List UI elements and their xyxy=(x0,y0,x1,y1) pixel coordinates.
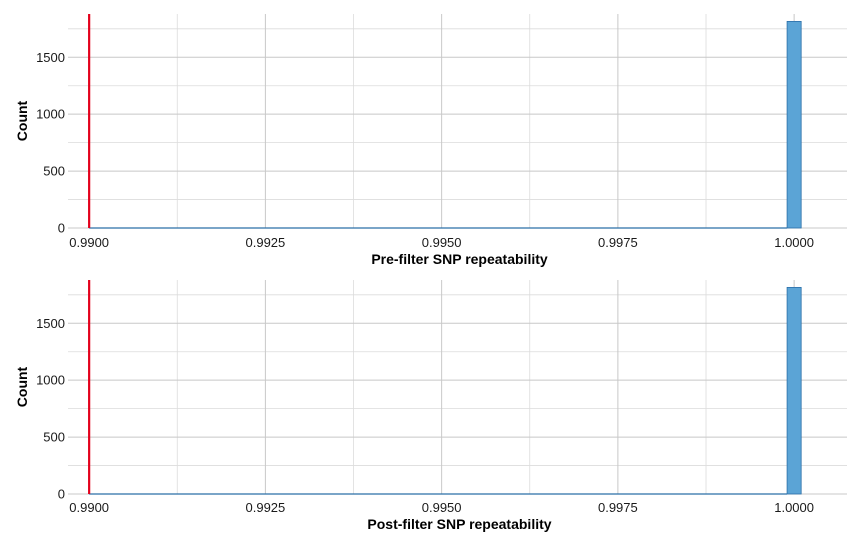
panel-1-y-axis-title: Count xyxy=(14,100,30,141)
panel-2-x-tick-label: 0.9975 xyxy=(598,500,638,515)
panel-1-x-tick-label: 0.9900 xyxy=(69,235,109,250)
panel-2-x-axis-title: Post-filter SNP repeatability xyxy=(367,516,551,532)
panel-1-y-tick-label: 1500 xyxy=(36,50,65,65)
panel-1-chart: 0.9900 0.9925 0.9950 0.9975 1.0000 0 500 1000 15… xyxy=(14,14,847,267)
panel-1-x-tick-label: 0.9950 xyxy=(422,235,462,250)
panel-2-x-tick-label: 0.9925 xyxy=(246,500,286,515)
panel-1-histogram-bar xyxy=(786,20,802,229)
panel-1-x-tick-label: 1.0000 xyxy=(774,235,814,250)
panel-2-chart: 0.9900 0.9925 0.9950 0.9975 1.0000 0 500 1000 15… xyxy=(14,280,847,532)
panel-1-y-tick-label: 500 xyxy=(43,164,65,179)
panel-2-histogram-bar xyxy=(786,286,802,495)
panel-1-x-tick-label: 0.9925 xyxy=(246,235,286,250)
panel-1-y-tick-label: 0 xyxy=(58,221,65,236)
panel-2-y-axis-title: Count xyxy=(14,366,30,407)
panel-2-y-tick-label: 0 xyxy=(58,487,65,502)
panel-2-y-tick-label: 1000 xyxy=(36,373,65,388)
panel-1-x-axis-title: Pre-filter SNP repeatability xyxy=(371,251,548,267)
panel-2-y-tick-label: 1500 xyxy=(36,316,65,331)
panel-1-y-tick-label: 1000 xyxy=(36,107,65,122)
panel-2-x-tick-label: 0.9950 xyxy=(422,500,462,515)
panel-2-x-tick-label: 0.9900 xyxy=(69,500,109,515)
panel-2-y-tick-label: 500 xyxy=(43,430,65,445)
panel-2-x-tick-label: 1.0000 xyxy=(774,500,814,515)
panel-1-x-tick-label: 0.9975 xyxy=(598,235,638,250)
